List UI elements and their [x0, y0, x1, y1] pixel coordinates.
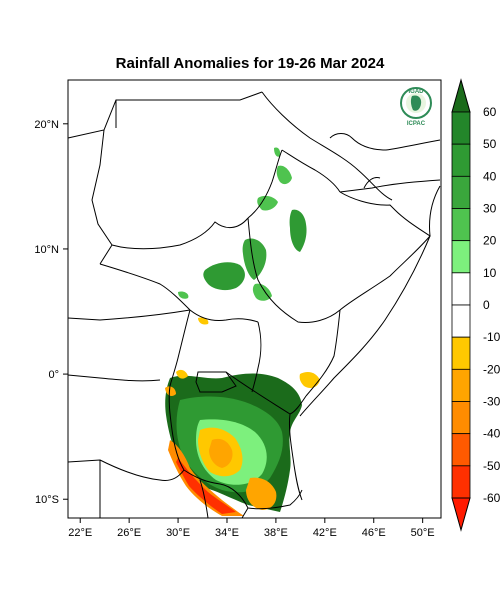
x-tick-label: 46°E	[362, 527, 386, 539]
colorbar-label: -60	[483, 491, 500, 505]
colorbar-label: 20	[483, 234, 497, 248]
border-somalia-kenya	[305, 309, 341, 397]
border-drc-west	[67, 374, 161, 382]
x-tick-label: 42°E	[313, 527, 337, 539]
colorbar-top-arrow	[451, 78, 471, 113]
logo-top-text: IGAD	[409, 89, 425, 95]
anomaly-patch-ethiopia-3	[276, 165, 292, 185]
anomaly-patch-uganda-west	[176, 369, 188, 379]
colorbar-bottom-arrow	[451, 497, 471, 532]
y-tick-label: 10°S	[35, 494, 59, 506]
border-tanzania-drc	[168, 385, 185, 471]
colorbar-bin	[451, 175, 471, 209]
border-uganda-kenya	[251, 321, 262, 393]
border-car-drc	[67, 309, 191, 321]
colorbar-label: 40	[483, 169, 497, 183]
y-tick-label: 0°	[48, 369, 59, 381]
border-kenya-tanzania	[225, 371, 291, 415]
anomaly-region-negative-core	[209, 438, 233, 468]
colorbar-bin	[451, 272, 471, 306]
border-southsudan-car	[99, 263, 191, 311]
colorbar-label: 0	[483, 298, 490, 312]
border-sudan-ethiopia	[247, 149, 283, 219]
country-borders	[67, 91, 441, 519]
x-tick-label: 34°E	[215, 527, 239, 539]
border-gulf-aden-north	[329, 133, 441, 151]
border-southsudan-uganda	[189, 309, 259, 323]
anomaly-patch-uganda-north	[198, 317, 209, 325]
border-sudan-chad	[91, 129, 113, 265]
anomaly-fields	[165, 147, 320, 516]
border-red-sea-coast	[261, 91, 393, 201]
anomaly-patch-southsudan-4	[178, 291, 189, 299]
x-tick-label: 30°E	[166, 527, 190, 539]
x-tick-label: 38°E	[264, 527, 288, 539]
border-eritrea	[281, 149, 341, 193]
colorbar-bin	[451, 111, 471, 145]
x-tick-label: 50°E	[411, 527, 435, 539]
colorbar-bin	[451, 208, 471, 242]
anomaly-patch-southsudan-1	[203, 262, 245, 291]
colorbar-label: 50	[483, 137, 497, 151]
border-sudan-southsudan	[111, 217, 249, 250]
colorbar-bin	[451, 336, 471, 370]
border-kenya-coast	[289, 395, 307, 501]
colorbar-bin	[451, 143, 471, 177]
igad-logo: IGAD ICPAC	[400, 87, 432, 127]
border-uganda-drc	[169, 309, 191, 387]
border-somalia-coast	[299, 185, 441, 417]
x-axis: 22°E 26°E 30°E 34°E 38°E 42°E 46°E 50°E	[68, 518, 435, 539]
anomaly-region-negative-east	[246, 477, 277, 510]
colorbar-bin	[451, 304, 471, 338]
anomaly-patch-eritrea	[274, 147, 281, 157]
anomaly-patch-ethiopia-1	[289, 209, 307, 252]
x-tick-label: 22°E	[68, 527, 92, 539]
colorbar-bin	[451, 368, 471, 402]
logo-africa-icon	[410, 95, 422, 111]
logo-bottom-text: ICPAC	[407, 121, 426, 127]
colorbar-bin	[451, 401, 471, 435]
colorbar-label: -50	[483, 459, 500, 473]
border-drc-zambia	[67, 459, 185, 481]
colorbar-label: 60	[483, 105, 497, 119]
colorbar: 60 50 40 30 20 10 0 -10 -20 -30 -40 -50 -60	[451, 78, 500, 532]
map-title: Rainfall Anomalies for 19-26 Mar 2024	[115, 55, 385, 72]
colorbar-bin	[451, 433, 471, 467]
anomaly-patch-ethiopia-2	[257, 195, 278, 211]
border-malawi	[199, 479, 209, 519]
anomaly-region-negative-red	[176, 458, 236, 514]
colorbar-label: -10	[483, 330, 500, 344]
colorbar-bin	[451, 240, 471, 274]
anomaly-patch-southsudan-2	[242, 238, 267, 280]
border-gulf-aden	[339, 179, 441, 193]
y-tick-label: 20°N	[34, 119, 59, 131]
colorbar-bin	[451, 465, 471, 499]
y-axis: 20°N 10°N 0° 10°S	[34, 119, 68, 506]
x-tick-label: 26°E	[117, 527, 141, 539]
anomaly-patch-drc	[165, 386, 176, 396]
colorbar-label: -30	[483, 395, 500, 409]
map-area: IGAD ICPAC	[67, 79, 442, 519]
anomaly-patch-kenya-coast	[299, 372, 320, 388]
colorbar-label: -40	[483, 427, 500, 441]
y-tick-label: 10°N	[34, 244, 59, 256]
anomaly-patch-southsudan-3	[252, 283, 272, 301]
colorbar-label: -20	[483, 362, 500, 376]
border-mozambique	[241, 507, 249, 519]
colorbar-label: 10	[483, 266, 497, 280]
colorbar-label: 30	[483, 202, 497, 216]
border-ethiopia-kenya	[247, 217, 341, 323]
border-yemen	[363, 177, 381, 189]
